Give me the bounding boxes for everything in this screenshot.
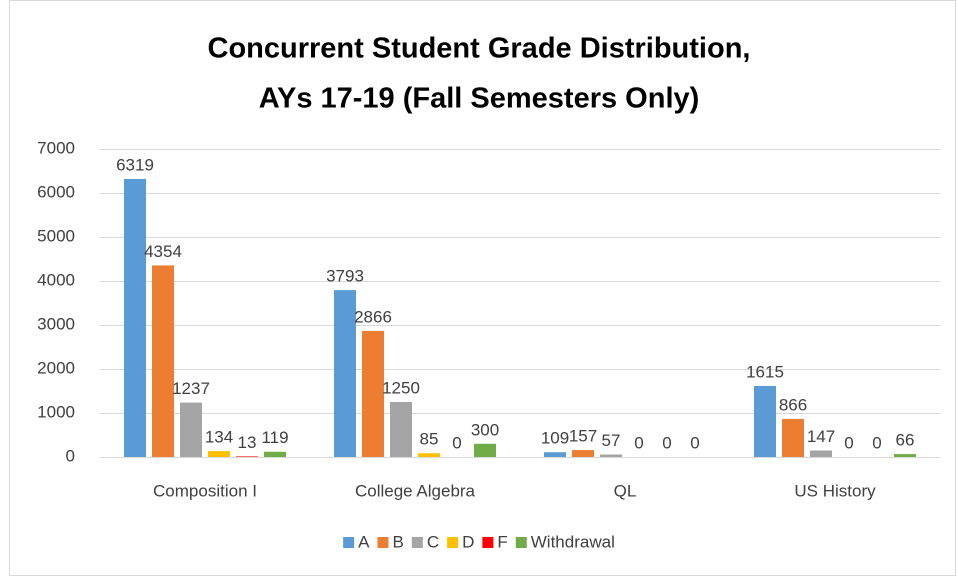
legend-label: Withdrawal bbox=[531, 532, 615, 551]
bar bbox=[208, 451, 230, 457]
y-tick-label: 6000 bbox=[37, 182, 75, 201]
legend-swatch bbox=[377, 537, 389, 548]
y-tick-label: 0 bbox=[66, 446, 75, 465]
legend-swatch bbox=[482, 537, 494, 548]
legend-swatch bbox=[447, 537, 459, 548]
bar bbox=[334, 290, 356, 457]
data-label: 134 bbox=[205, 428, 233, 447]
y-tick-label: 7000 bbox=[37, 138, 75, 157]
bar bbox=[754, 385, 776, 457]
y-tick-label: 1000 bbox=[37, 402, 75, 421]
bar bbox=[418, 453, 440, 457]
legend-swatch bbox=[515, 537, 527, 548]
data-label: 6319 bbox=[116, 155, 154, 174]
data-label: 0 bbox=[662, 433, 671, 452]
data-label: 0 bbox=[872, 433, 881, 452]
chart-title: AYs 17-19 (Fall Semesters Only) bbox=[259, 83, 700, 115]
legend-label: D bbox=[462, 532, 474, 551]
bar bbox=[390, 402, 412, 457]
bar bbox=[474, 443, 496, 457]
data-label: 119 bbox=[261, 428, 288, 447]
data-label: 66 bbox=[896, 431, 915, 450]
bar bbox=[264, 451, 286, 457]
data-label: 0 bbox=[634, 433, 643, 452]
data-label: 1237 bbox=[172, 379, 210, 398]
bar bbox=[362, 330, 384, 457]
legend-label: F bbox=[497, 532, 507, 551]
data-label: 57 bbox=[602, 431, 621, 450]
x-tick-label: QL bbox=[614, 481, 637, 500]
data-label: 300 bbox=[471, 420, 499, 439]
legend-label: A bbox=[358, 532, 370, 551]
data-label: 157 bbox=[569, 427, 597, 446]
data-label: 0 bbox=[690, 433, 699, 452]
y-tick-label: 5000 bbox=[37, 226, 75, 245]
legend-label: B bbox=[392, 532, 403, 551]
data-label: 1615 bbox=[746, 362, 784, 381]
bar bbox=[810, 450, 832, 457]
y-tick-label: 4000 bbox=[37, 270, 75, 289]
bar bbox=[572, 450, 594, 457]
data-label: 2866 bbox=[354, 307, 392, 326]
legend-label: C bbox=[427, 532, 439, 551]
x-tick-label: Composition I bbox=[153, 481, 257, 500]
data-label: 109 bbox=[541, 429, 569, 448]
data-label: 866 bbox=[779, 395, 807, 414]
data-label: 0 bbox=[844, 433, 853, 452]
bar bbox=[180, 402, 202, 457]
x-tick-label: US History bbox=[794, 481, 876, 500]
bar bbox=[544, 452, 566, 457]
data-label: 13 bbox=[238, 433, 257, 452]
bar bbox=[236, 456, 258, 457]
bar bbox=[894, 454, 916, 457]
legend-swatch bbox=[343, 537, 355, 548]
data-label: 147 bbox=[807, 427, 835, 446]
bar bbox=[124, 178, 146, 458]
bar bbox=[152, 265, 174, 457]
data-label: 4354 bbox=[144, 242, 182, 261]
y-tick-label: 3000 bbox=[37, 314, 75, 333]
y-tick-label: 2000 bbox=[37, 358, 75, 377]
data-label: 85 bbox=[420, 430, 439, 449]
data-label: 3793 bbox=[326, 267, 364, 286]
bar bbox=[782, 418, 804, 457]
data-label: 0 bbox=[452, 433, 461, 452]
x-tick-label: College Algebra bbox=[355, 481, 476, 500]
data-label: 1250 bbox=[382, 378, 420, 397]
legend-swatch bbox=[411, 537, 423, 548]
chart-title: Concurrent Student Grade Distribution, bbox=[208, 33, 751, 65]
bar bbox=[600, 454, 622, 457]
